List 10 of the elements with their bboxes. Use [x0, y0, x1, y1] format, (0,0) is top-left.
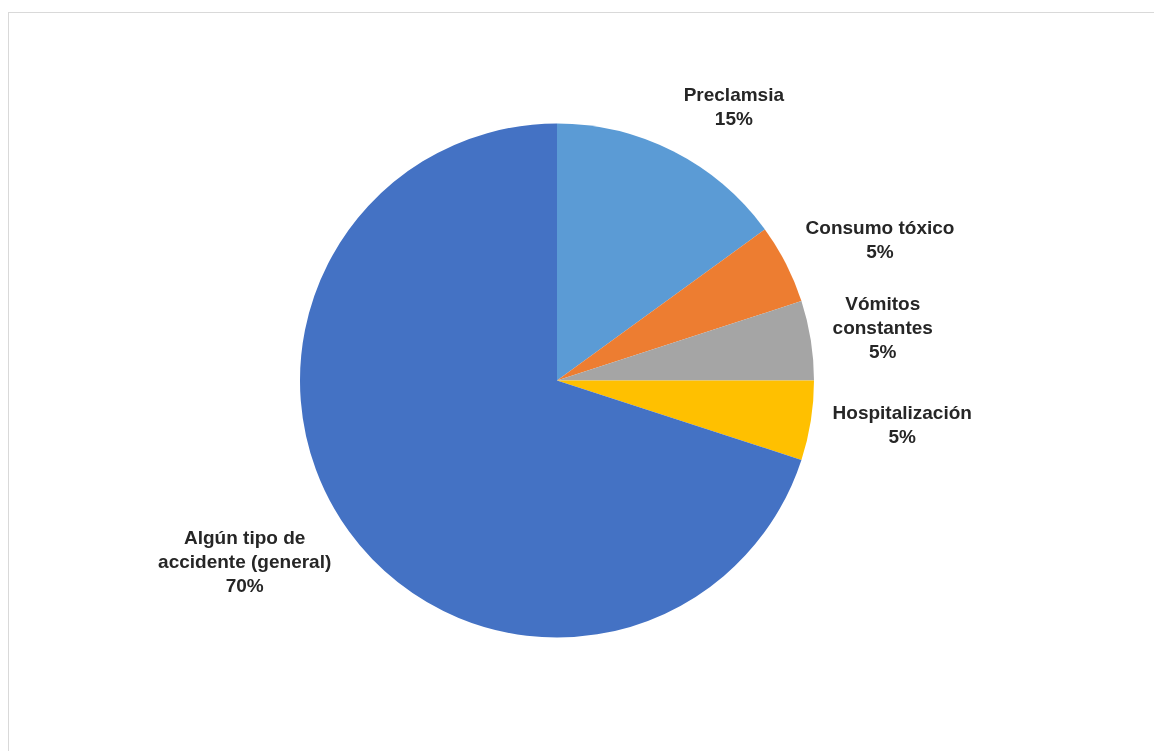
- slice-label: Preclamsia: [683, 84, 785, 106]
- data-label: 5%: [866, 240, 894, 262]
- slice-label: Algún tipo de accidente (general): [158, 527, 332, 573]
- slice-label: Hospitalización: [832, 401, 972, 423]
- slice-label: Vómitos constantes: [832, 292, 933, 338]
- data-label: 70%: [225, 575, 264, 597]
- data-label: 15%: [714, 108, 753, 130]
- slice-label: Consumo tóxico: [805, 216, 955, 238]
- data-label: 5%: [868, 340, 897, 362]
- data-label: 5%: [888, 425, 917, 447]
